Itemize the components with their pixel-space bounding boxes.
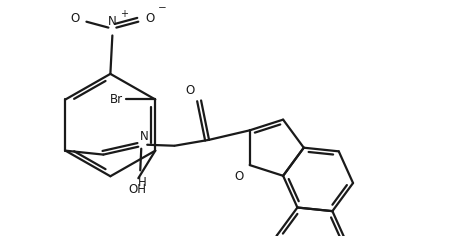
Text: O: O <box>145 12 154 25</box>
Text: OH: OH <box>128 183 146 196</box>
Text: H: H <box>138 176 146 189</box>
Text: O: O <box>234 170 243 183</box>
Text: +: + <box>120 9 128 19</box>
Text: N: N <box>108 15 117 27</box>
Text: O: O <box>186 83 195 96</box>
Text: −: − <box>158 3 167 13</box>
Text: N: N <box>140 130 149 143</box>
Text: Br: Br <box>110 93 123 106</box>
Text: O: O <box>70 12 79 25</box>
